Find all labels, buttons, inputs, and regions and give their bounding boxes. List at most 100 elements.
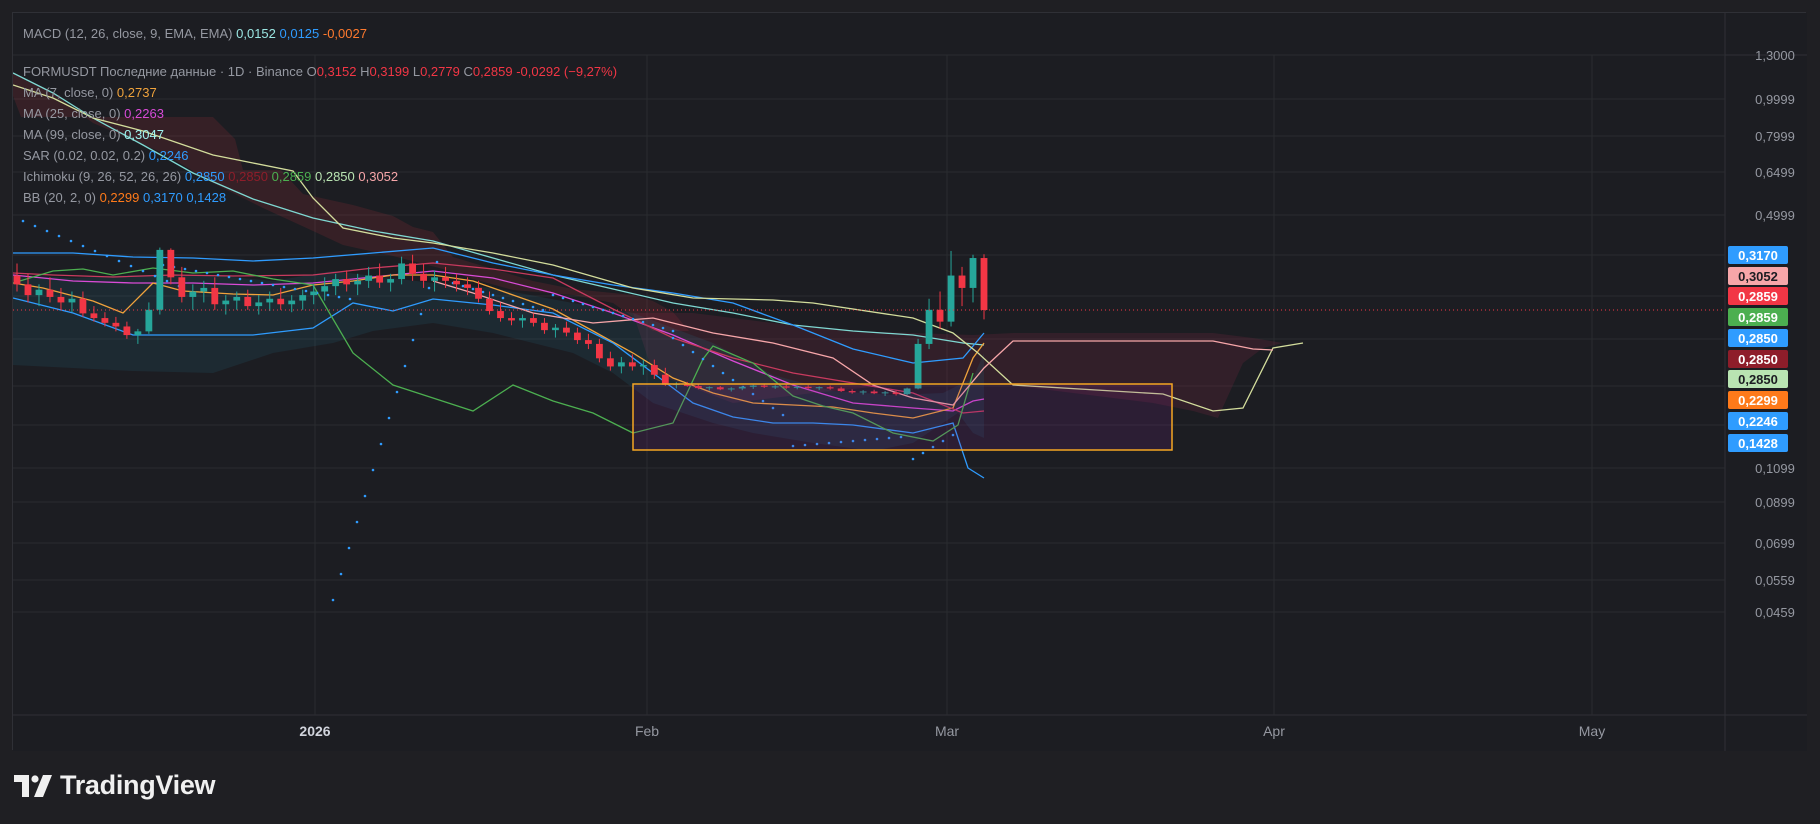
price-tag-label: 0,3170 (1738, 248, 1778, 263)
sar-dot (471, 287, 475, 291)
sar-dot (521, 302, 525, 306)
candle-body (694, 385, 702, 389)
sar-dot (863, 438, 867, 442)
sar-dot (153, 274, 157, 278)
sar-dot (839, 440, 843, 444)
candle-body (167, 249, 175, 278)
sar-dot (491, 293, 495, 297)
sar-dot (941, 439, 945, 443)
sar-dot (260, 281, 264, 285)
ichimoku-cloud-bearish (13, 73, 689, 331)
price-axis-label: 0,1099 (1755, 461, 1795, 476)
price-axis[interactable]: 1,3000 0,9999 0,7999 0,6499 0,4999 0,1099 0,08… (1728, 48, 1795, 620)
sar-dot (661, 326, 665, 330)
sar-dot (721, 371, 725, 375)
candle-body (606, 358, 614, 367)
sar-dot (216, 273, 220, 277)
price-tag-background (1728, 434, 1788, 452)
bollinger-band-fill (13, 271, 984, 451)
price-tag: 0,2859 (1728, 308, 1788, 326)
sar-dot (591, 305, 595, 309)
sar-dot (671, 329, 675, 333)
sar-dot (701, 357, 705, 361)
tradingview-logo[interactable]: TradingView (14, 770, 216, 801)
candle-body (563, 327, 570, 333)
candle-body (859, 391, 867, 393)
sar-dot (33, 224, 37, 228)
price-axis-label: 0,0699 (1755, 536, 1795, 551)
price-axis-label: 0,0459 (1755, 605, 1795, 620)
price-tag: 0,1428 (1728, 434, 1788, 452)
ichimoku-base-line (432, 280, 1274, 406)
time-axis-label: 2026 (299, 723, 330, 739)
sar-dot (851, 439, 855, 443)
sar-dot (581, 302, 585, 306)
sar-dot (671, 336, 675, 340)
sar-dot (379, 442, 383, 446)
sar-dot (21, 219, 25, 223)
sar-dot (911, 457, 915, 461)
price-tag-background (1728, 391, 1788, 409)
candle-body (804, 386, 812, 389)
candle-body (738, 386, 746, 389)
price-chart[interactable]: 1,3000 0,9999 0,7999 0,6499 0,4999 0,1099 0,08… (12, 13, 1807, 751)
price-tag-background (1728, 412, 1788, 430)
candle-body (574, 332, 581, 341)
candle-body (892, 392, 900, 395)
time-axis[interactable]: 2026 Feb Mar Apr May (299, 723, 1605, 739)
candle-body (332, 279, 340, 287)
candle-body (760, 385, 768, 387)
candles (13, 247, 1725, 396)
price-tag: 0,2850 (1728, 329, 1788, 347)
sar-dot (899, 435, 903, 439)
candle-body (211, 287, 219, 305)
sar-dot (141, 269, 145, 273)
indicator-legend: MA (99, close, 0) 0,3047 (23, 127, 164, 142)
price-tag-background (1728, 246, 1788, 264)
candle-body (288, 300, 296, 305)
rectangle-drawing[interactable] (632, 383, 1173, 451)
price-tag-background (1728, 308, 1788, 326)
symbol-legend: FORMUSDT Последние данные · 1D · Binance… (23, 64, 617, 79)
candle-body (936, 309, 944, 322)
price-tag-label: 0,2850 (1738, 352, 1778, 367)
candle-body (222, 300, 230, 305)
sar-dots (21, 219, 955, 602)
sar-dot (651, 323, 655, 327)
brand-name: TradingView (60, 770, 216, 800)
sar-dot (419, 312, 423, 316)
candle-body (595, 343, 603, 359)
sar-dot (791, 444, 795, 448)
sar-dot (751, 392, 755, 396)
candle-body (497, 311, 504, 319)
price-tag-background (1728, 370, 1788, 388)
drawing-layer[interactable] (632, 383, 1173, 451)
sar-dot (331, 598, 335, 602)
candle-body (57, 296, 65, 303)
sar-dot (481, 290, 485, 294)
candle-body (683, 383, 691, 386)
sar-dot (117, 259, 121, 263)
sar-dot (337, 295, 341, 299)
sar-dot (815, 442, 819, 446)
sar-dot (921, 451, 925, 455)
candle-body (464, 284, 471, 288)
price-axis-label: 0,6499 (1755, 165, 1795, 180)
candle-body (277, 298, 285, 305)
sar-dot (69, 239, 73, 243)
price-tag-label: 0,2246 (1738, 414, 1778, 429)
sar-dot (427, 286, 431, 290)
sar-dot (93, 249, 97, 253)
chart-pane[interactable]: 1,3000 0,9999 0,7999 0,6499 0,4999 0,1099 0,08… (12, 12, 1807, 751)
sar-dot (411, 338, 415, 342)
candle-body (925, 309, 933, 344)
candle-body (387, 279, 395, 283)
candle-body (145, 309, 153, 332)
sar-dot (511, 299, 515, 303)
sar-dot (57, 234, 61, 238)
candle-body (200, 287, 208, 292)
sar-dot (803, 443, 807, 447)
candle-body (398, 263, 406, 280)
candle-body (914, 343, 922, 389)
sar-dot (387, 416, 391, 420)
